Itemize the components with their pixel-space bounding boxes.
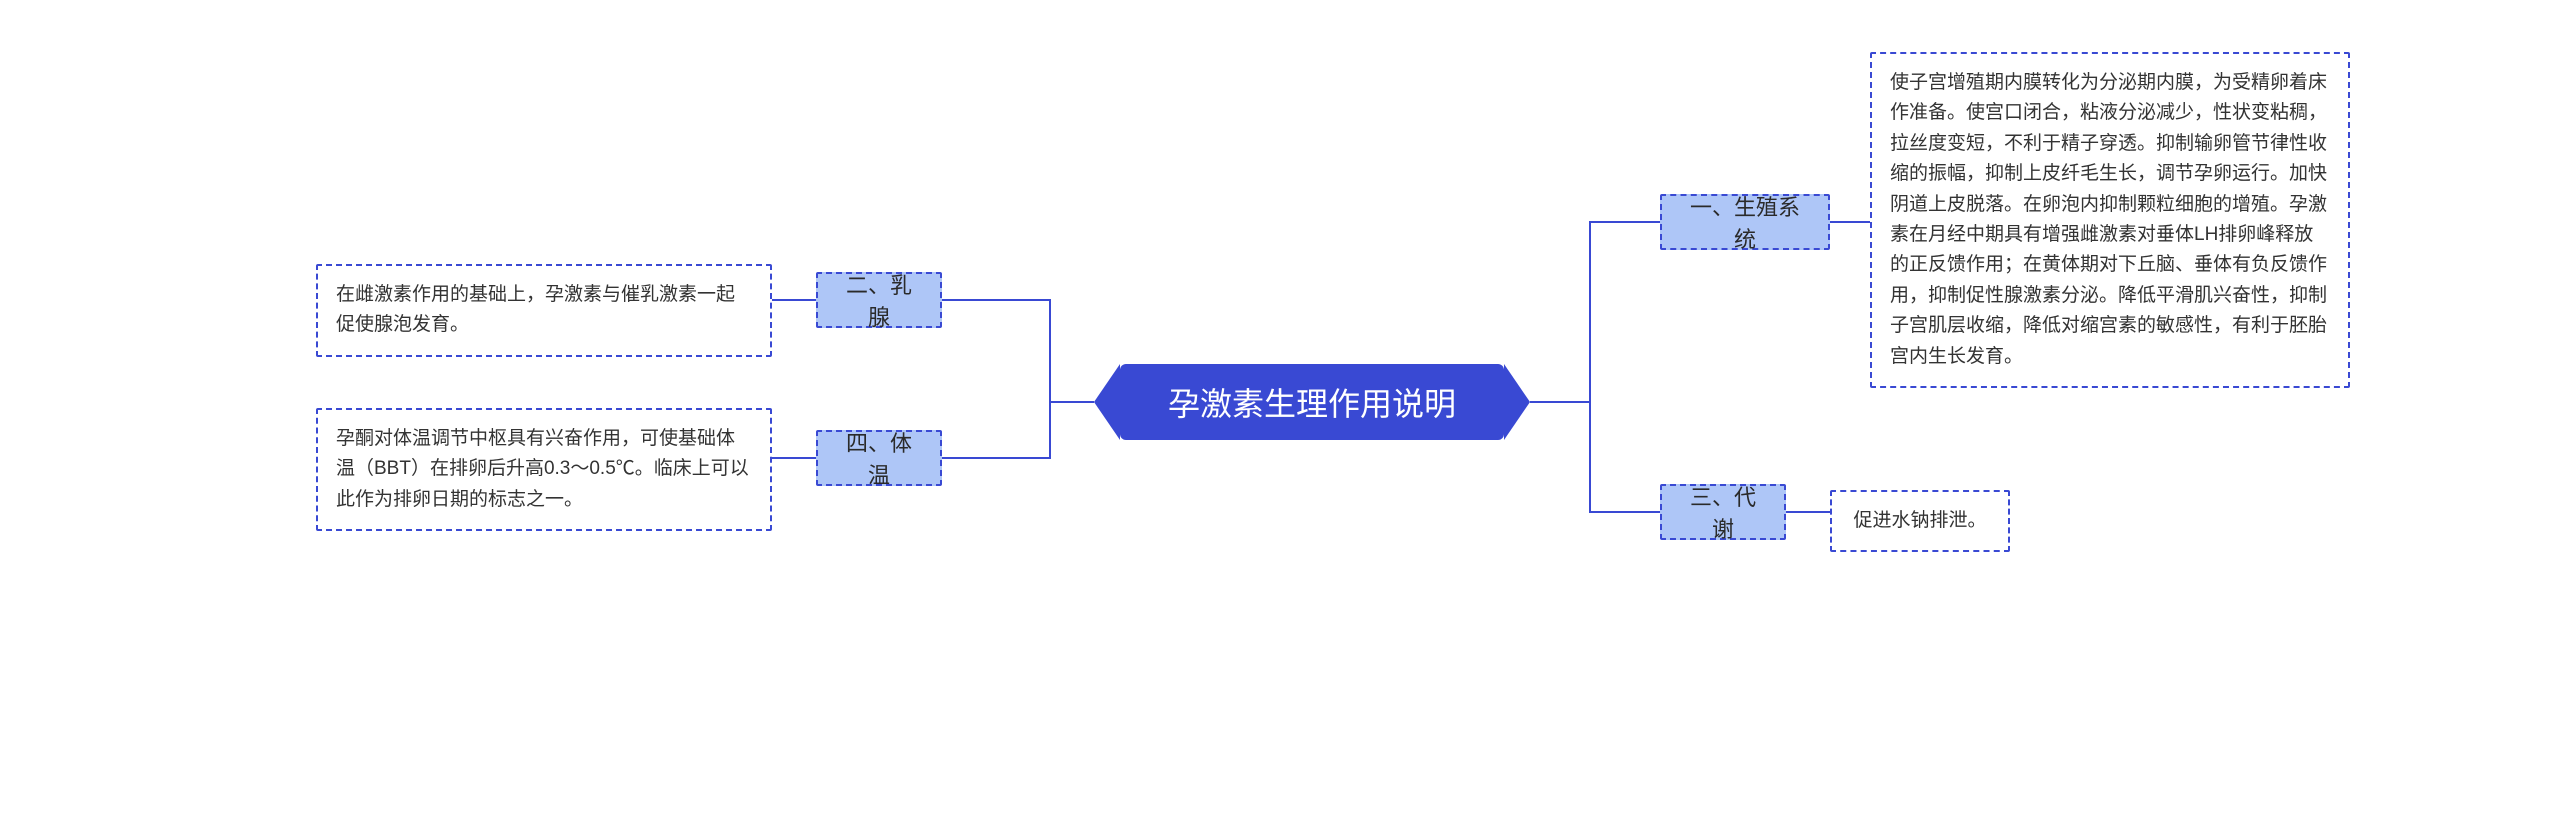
desc-metabolism: 促进水钠排泄。 (1830, 490, 2010, 552)
desc-text: 孕酮对体温调节中枢具有兴奋作用，可使基础体温（BBT）在排卵后升高0.3～0.5… (336, 424, 752, 515)
center-label: 孕激素生理作用说明 (1168, 379, 1456, 425)
desc-reproductive: 使子宫增殖期内膜转化为分泌期内膜，为受精卵着床作准备。使宫口闭合，粘液分泌减少，… (1870, 52, 2350, 388)
desc-mammary: 在雌激素作用的基础上，孕激素与催乳激素一起促使腺泡发育。 (316, 264, 772, 357)
branch-metabolism: 三、代谢 (1660, 484, 1786, 540)
branch-label: 四、体温 (840, 426, 918, 490)
desc-temperature: 孕酮对体温调节中枢具有兴奋作用，可使基础体温（BBT）在排卵后升高0.3～0.5… (316, 408, 772, 531)
desc-text: 使子宫增殖期内膜转化为分泌期内膜，为受精卵着床作准备。使宫口闭合，粘液分泌减少，… (1890, 68, 2330, 372)
branch-label: 三、代谢 (1684, 480, 1762, 544)
branch-temperature: 四、体温 (816, 430, 942, 486)
desc-text: 在雌激素作用的基础上，孕激素与催乳激素一起促使腺泡发育。 (336, 280, 752, 341)
center-node: 孕激素生理作用说明 (1120, 364, 1504, 440)
branch-label: 一、生殖系统 (1684, 190, 1806, 254)
branch-mammary: 二、乳腺 (816, 272, 942, 328)
desc-text: 促进水钠排泄。 (1853, 506, 1986, 536)
branch-reproductive: 一、生殖系统 (1660, 194, 1830, 250)
branch-label: 二、乳腺 (840, 268, 918, 332)
